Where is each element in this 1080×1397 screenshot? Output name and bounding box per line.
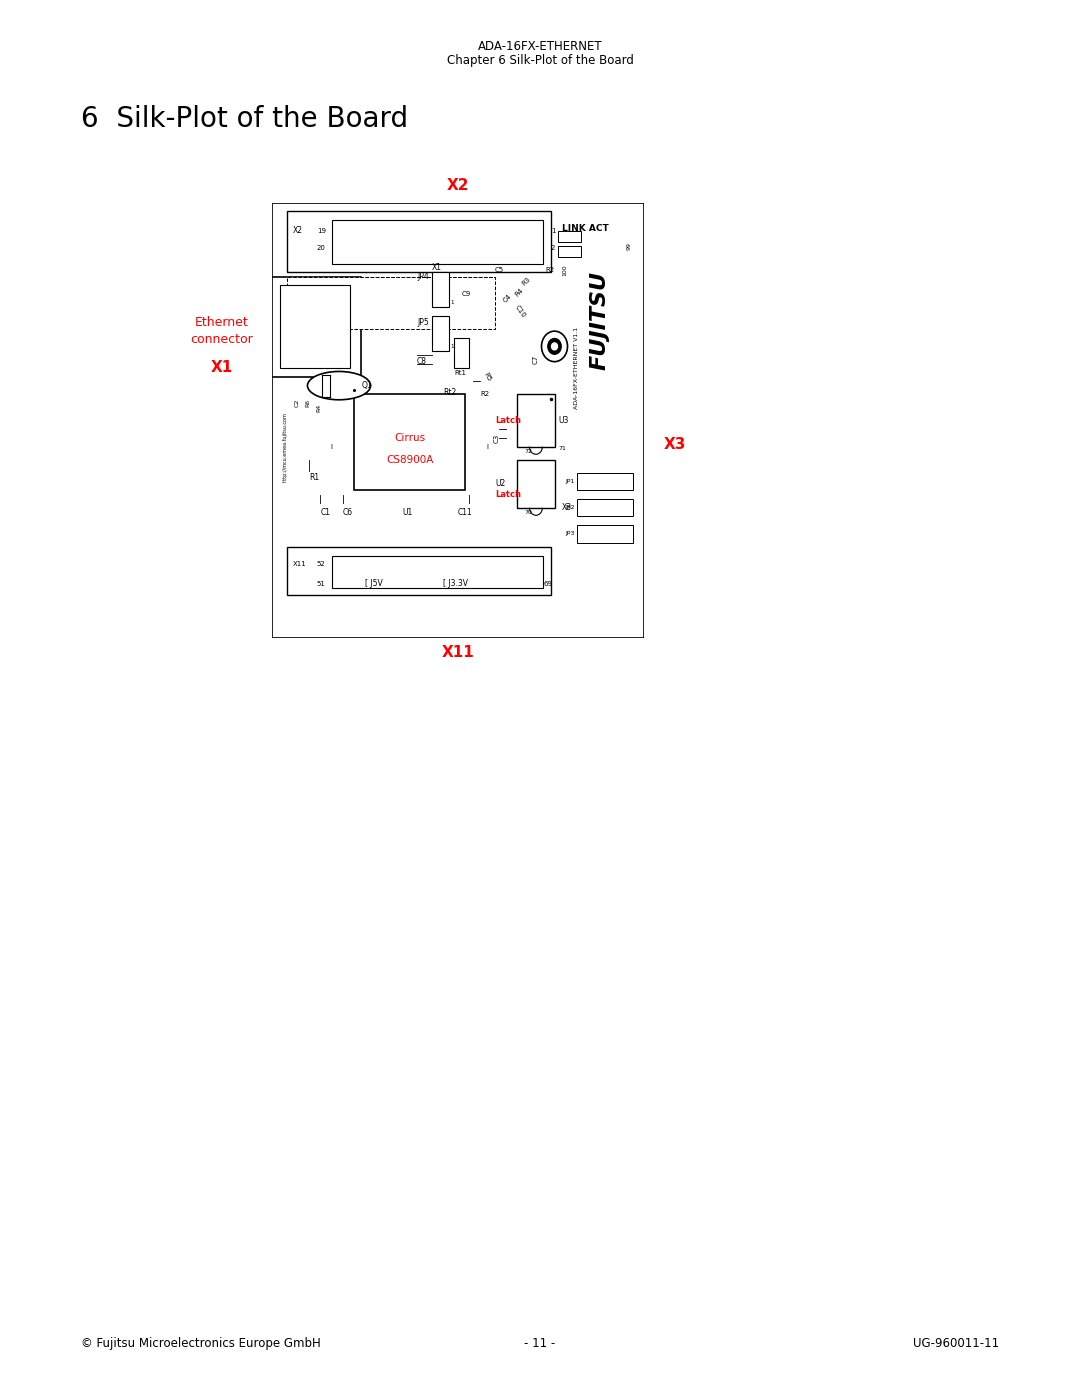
Text: JP2: JP2 — [566, 506, 575, 510]
Text: 72: 72 — [525, 448, 532, 454]
Text: 1: 1 — [450, 300, 454, 306]
Text: I: I — [487, 444, 488, 450]
Text: Rt1: Rt1 — [455, 370, 467, 376]
Text: CS8900A: CS8900A — [386, 455, 433, 465]
Text: X11: X11 — [293, 562, 307, 567]
Bar — [517, 394, 554, 447]
Text: 69: 69 — [543, 581, 552, 587]
Text: 52: 52 — [316, 562, 325, 567]
Text: http://mcu.emea.fujitsu.com: http://mcu.emea.fujitsu.com — [283, 412, 287, 482]
Text: UG-960011-11: UG-960011-11 — [913, 1337, 999, 1351]
Text: ADA-16FX-ETHERNET: ADA-16FX-ETHERNET — [477, 41, 603, 53]
Circle shape — [552, 342, 557, 349]
Text: U2: U2 — [495, 479, 505, 488]
Text: 1: 1 — [551, 228, 555, 233]
Text: 2: 2 — [551, 246, 555, 251]
Text: Latch: Latch — [495, 416, 521, 425]
Text: 99: 99 — [627, 242, 632, 250]
Circle shape — [548, 338, 562, 355]
Text: 19: 19 — [316, 228, 326, 233]
Text: X3: X3 — [664, 437, 686, 451]
Text: [ J3.3V: [ J3.3V — [443, 580, 468, 588]
Text: R4: R4 — [316, 404, 322, 412]
Bar — [455, 338, 469, 369]
Text: FUJITSU: FUJITSU — [589, 271, 609, 370]
Ellipse shape — [308, 372, 370, 400]
Text: 20: 20 — [316, 246, 325, 251]
Bar — [558, 231, 581, 242]
Text: R5: R5 — [482, 372, 491, 383]
Bar — [558, 246, 581, 257]
Text: U1: U1 — [402, 507, 413, 517]
Text: X2: X2 — [293, 226, 302, 236]
Bar — [332, 556, 543, 588]
Text: Latch: Latch — [495, 490, 521, 499]
Text: C6: C6 — [342, 507, 353, 517]
Bar — [354, 394, 465, 490]
Bar — [280, 285, 350, 369]
Text: 70: 70 — [525, 510, 532, 514]
Text: C5: C5 — [495, 267, 504, 274]
Text: - 11 -: - 11 - — [525, 1337, 555, 1351]
Bar — [332, 219, 543, 264]
Text: R4: R4 — [514, 286, 525, 298]
Text: Q1: Q1 — [362, 381, 372, 390]
Text: © Fujitsu Microelectronics Europe GmbH: © Fujitsu Microelectronics Europe GmbH — [81, 1337, 321, 1351]
Text: R1: R1 — [309, 472, 320, 482]
Text: JP3: JP3 — [566, 531, 575, 536]
Text: X3: X3 — [562, 503, 572, 513]
Text: U3: U3 — [558, 416, 568, 425]
Text: C2: C2 — [295, 400, 299, 408]
Text: C9: C9 — [461, 291, 471, 298]
Text: 6  Silk-Plot of the Board: 6 Silk-Plot of the Board — [81, 105, 408, 133]
Text: 51: 51 — [316, 581, 325, 587]
Bar — [577, 499, 633, 517]
Text: Ethernet
connector: Ethernet connector — [190, 316, 253, 346]
Bar — [432, 272, 448, 307]
Text: 1: 1 — [450, 344, 454, 349]
Text: C4: C4 — [502, 293, 513, 303]
Text: JP1: JP1 — [566, 479, 575, 483]
Text: X11: X11 — [442, 645, 474, 659]
Bar — [432, 316, 448, 351]
Bar — [287, 277, 495, 328]
Bar — [517, 460, 554, 507]
Text: Rt2: Rt2 — [443, 387, 457, 397]
Text: JP4: JP4 — [417, 272, 429, 281]
Bar — [577, 472, 633, 490]
Text: ADA-16FX-ETHERNET V1.1: ADA-16FX-ETHERNET V1.1 — [575, 327, 579, 409]
Text: X1: X1 — [211, 360, 232, 374]
Text: JP5: JP5 — [417, 319, 429, 327]
Bar — [577, 525, 633, 542]
Text: Cirrus: Cirrus — [394, 433, 426, 443]
Text: X1: X1 — [432, 264, 442, 272]
Bar — [287, 211, 551, 272]
Text: C3: C3 — [494, 433, 499, 443]
Text: R3: R3 — [521, 275, 531, 286]
Text: I: I — [330, 444, 333, 450]
Text: C10: C10 — [514, 305, 526, 319]
Text: C1: C1 — [321, 507, 330, 517]
Text: C7: C7 — [532, 355, 538, 365]
Text: R2: R2 — [545, 267, 554, 274]
Text: 100: 100 — [562, 264, 567, 277]
Text: 71: 71 — [558, 446, 566, 451]
Text: [ J5V: [ J5V — [365, 580, 382, 588]
Text: R6: R6 — [306, 400, 311, 407]
Text: R2: R2 — [481, 391, 489, 397]
Bar — [272, 277, 362, 377]
Text: C8: C8 — [417, 358, 427, 366]
Text: C11: C11 — [458, 507, 473, 517]
Text: LINK ACT: LINK ACT — [562, 224, 609, 233]
Text: X2: X2 — [447, 179, 469, 193]
Text: Chapter 6 Silk-Plot of the Board: Chapter 6 Silk-Plot of the Board — [446, 53, 634, 67]
Bar — [287, 546, 551, 595]
